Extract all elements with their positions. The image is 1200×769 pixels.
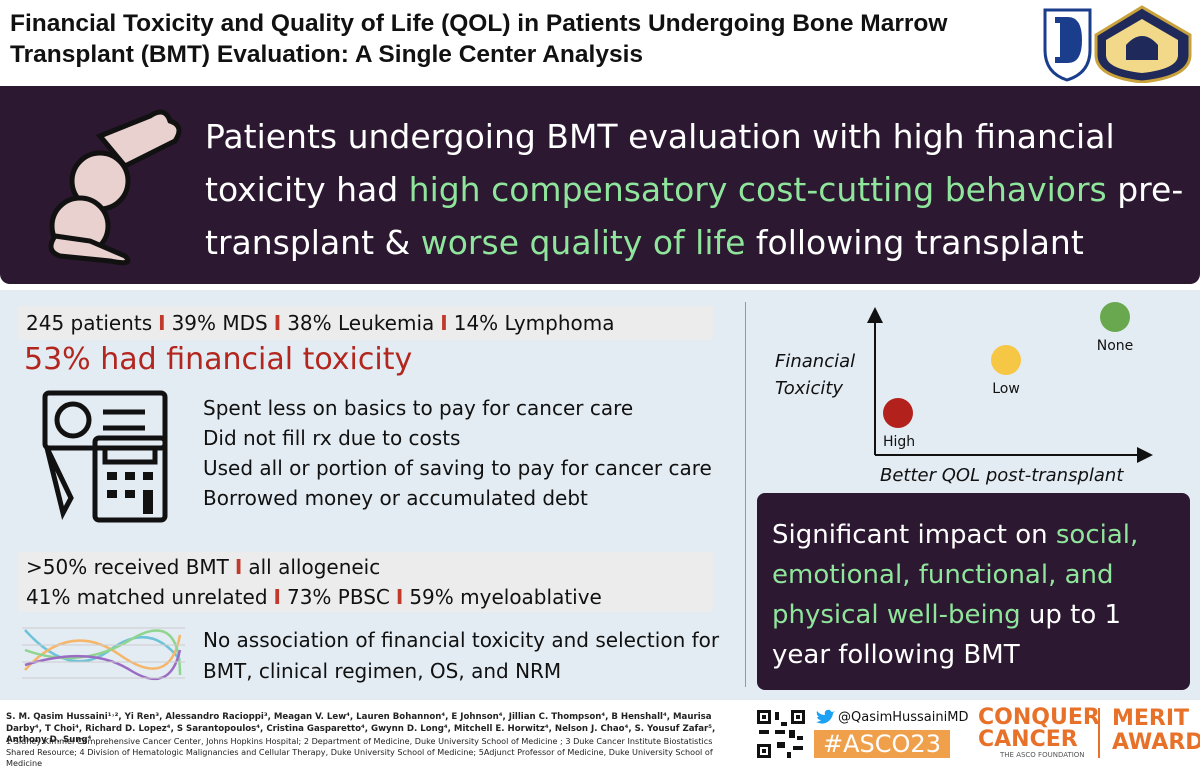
twitter-icon [816,709,835,724]
chart-icon [22,627,185,681]
behavior-list: Spent less on basics to pay for cancer c… [203,393,712,513]
hashtag: #ASCO23 [814,730,950,758]
impact-text: Significant impact on social, emotional,… [772,515,1182,675]
banner: Patients undergoing BMT evaluation with … [0,86,1200,284]
asco-foundation: THE ASCO FOUNDATION [1000,751,1085,759]
stat-item: 59% myeloablative [409,585,602,609]
stat-item: all allogeneic [248,555,381,579]
impact-box: Significant impact on social, emotional,… [757,493,1190,690]
x-axis-label: Better QOL post-transplant [880,465,1124,486]
bone-icon [48,109,182,266]
text-segment: pre-transplant & [205,170,1184,262]
separator: I [234,555,243,579]
stat-item: 38% Leukemia [287,311,435,335]
logos [1043,5,1192,83]
toxicity-stat: 53% had financial toxicity [24,342,413,377]
hopkins-dome [1126,36,1158,60]
findings-panel: 245 patients I 39% MDS I 38% Leukemia I 14% Ly… [0,290,1200,700]
duke-d [1055,17,1082,63]
behavior-item: Spent less on basics to pay for cancer c… [203,396,634,420]
point [883,398,913,428]
qol-diagram: High Low None [867,302,1153,463]
stat-item: 39% MDS [171,311,268,335]
merit-award: MERIT AWARD [1112,706,1200,755]
point-label: Low [992,381,1020,397]
bmt-line: 41% matched unrelated I 73% PBSC I 59% myelo… [26,582,713,612]
affiliations: 1 Sidney Kimmel Comprehensive Cancer Cen… [6,736,713,768]
point [1100,302,1130,332]
point-label: None [1097,338,1134,354]
highlight-text: social, emotional, functional, and physi… [772,520,1139,630]
highlight-text: high compensatory cost-cutting behaviors [408,170,1107,209]
point [991,345,1021,375]
stat-item: >50% received BMT [26,555,229,579]
stat-item: 245 patients [26,311,153,335]
footer-divider [1098,708,1100,758]
calculator-icon [42,390,168,523]
no-association: No association of financial toxicity and… [203,628,720,683]
separator: I [158,311,166,335]
point-label: High [883,434,915,450]
divider [745,302,746,687]
separator: I [440,311,448,335]
stat-item: 41% matched unrelated [26,585,268,609]
conquer-cancer: CONQUER CANCER [978,705,1100,752]
text-segment: following transplant [745,223,1084,262]
y-axis-label: Financial Toxicity [775,351,856,399]
title: Financial Toxicity and Quality of Life (… [10,10,948,68]
separator: I [273,585,281,609]
stat-item: 73% PBSC [286,585,390,609]
text-segment: Patients undergoing BMT evaluation with … [205,117,1115,209]
text-segment: Significant impact on [772,520,1056,550]
separator: I [273,311,282,335]
highlight-text: worse quality of life [420,223,746,262]
authors: S. M. Qasim Hussaini¹˒², Yi Ren³, Alessa… [6,712,716,745]
headline: Patients undergoing BMT evaluation with … [205,110,1195,269]
separator: I [395,585,404,609]
footer: S. M. Qasim Hussaini¹˒², Yi Ren³, Alessa… [0,700,1200,769]
stat-item: 14% Lymphoma [453,311,615,335]
stats-line: 245 patients I 39% MDS I 38% Leukemia I 14% Ly… [18,306,713,340]
behavior-item: Used all or portion of saving to pay for… [203,456,712,480]
twitter-handle: @QasimHussainiMD [838,710,969,725]
text-segment: up to 1 year following BMT [772,600,1122,670]
behavior-item: Did not fill rx due to costs [203,426,461,450]
qr-code [755,708,807,760]
behavior-item: Borrowed money or accumulated debt [203,486,588,510]
